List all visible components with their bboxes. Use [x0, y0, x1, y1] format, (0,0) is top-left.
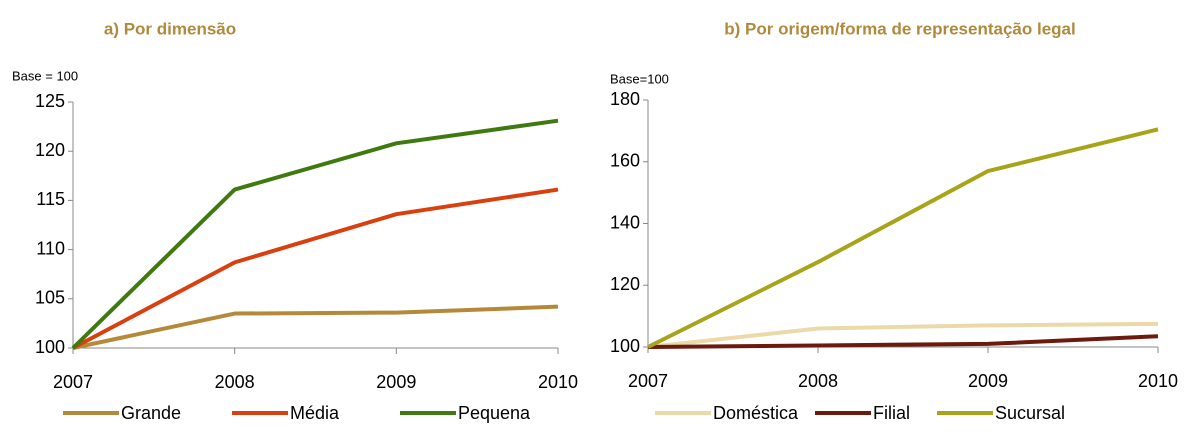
x-tick-label: 2009	[376, 372, 416, 392]
y-tick-label: 120	[35, 140, 65, 160]
y-tick-label: 180	[610, 89, 640, 109]
y-tick-label: 100	[610, 336, 640, 356]
y-tick-label: 140	[610, 212, 640, 232]
legend-label: Doméstica	[713, 403, 799, 423]
series-line	[72, 187, 559, 350]
legend-label: Grande	[121, 403, 181, 423]
series-line	[647, 321, 1159, 349]
legend-label: Pequena	[458, 403, 531, 423]
y-tick-label: 100	[35, 337, 65, 357]
series-line	[71, 118, 559, 350]
y-axis-label: Base = 100	[12, 68, 78, 83]
x-tick-label: 2008	[798, 371, 838, 391]
series-line	[647, 127, 1159, 349]
series-line	[647, 334, 1159, 349]
chart-title: a) Por dimensão	[104, 19, 236, 38]
y-tick-label: 125	[35, 91, 65, 111]
y-tick-label: 120	[610, 274, 640, 294]
x-tick-label: 2010	[538, 372, 578, 392]
series-line	[72, 304, 559, 350]
y-tick-label: 105	[35, 288, 65, 308]
legend-label: Sucursal	[995, 403, 1065, 423]
x-tick-label: 2009	[968, 371, 1008, 391]
legend-label: Filial	[873, 403, 910, 423]
y-tick-label: 160	[610, 151, 640, 171]
x-tick-label: 2010	[1138, 371, 1178, 391]
y-tick-label: 110	[36, 238, 65, 258]
y-tick-label: 115	[36, 189, 65, 209]
y-axis-label: Base=100	[610, 71, 669, 86]
legend-label: Média	[290, 403, 340, 423]
chart-title: b) Por origem/forma de representação leg…	[724, 19, 1075, 38]
x-tick-label: 2008	[215, 372, 255, 392]
x-tick-label: 2007	[53, 372, 93, 392]
x-tick-label: 2007	[628, 371, 668, 391]
